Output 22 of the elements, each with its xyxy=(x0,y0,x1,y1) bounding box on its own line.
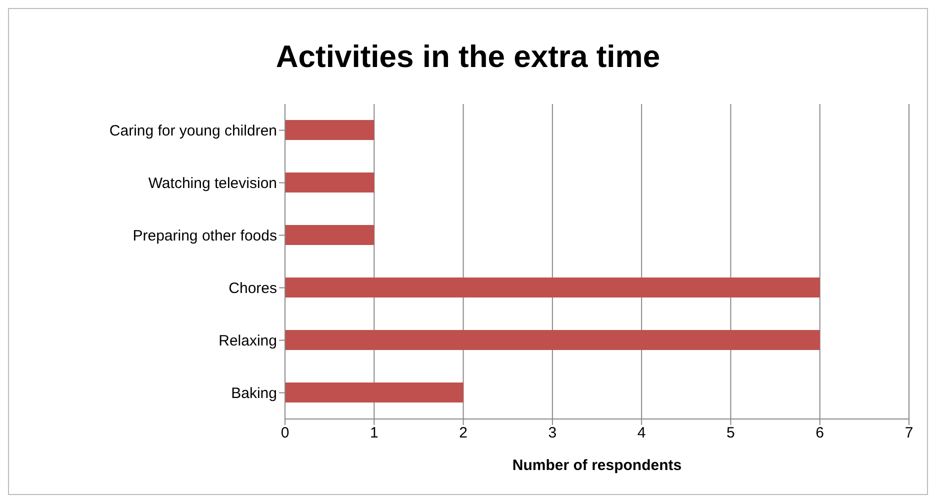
y-tick-label: Preparing other foods xyxy=(132,228,277,245)
x-tick-label: 5 xyxy=(726,424,735,442)
y-tick-label: Caring for young children xyxy=(109,122,277,140)
bar xyxy=(285,172,374,192)
x-tick-label: 1 xyxy=(370,424,378,442)
y-tick-label: Watching television xyxy=(148,175,277,192)
x-axis-title: Number of respondents xyxy=(511,457,683,474)
bar xyxy=(285,120,374,140)
y-tick-label: Chores xyxy=(228,280,277,298)
chart-title: Activities in the extra time xyxy=(274,39,662,75)
y-tick-label: Relaxing xyxy=(218,332,277,350)
x-tick-label: 3 xyxy=(548,424,557,442)
bar xyxy=(285,382,464,402)
x-tick-label: 4 xyxy=(637,424,646,442)
x-tick-label: 6 xyxy=(816,424,824,442)
y-tick-label: Baking xyxy=(231,385,277,402)
bar xyxy=(285,330,820,350)
bar xyxy=(285,225,374,245)
x-tick-label: 0 xyxy=(280,424,290,442)
bar xyxy=(285,278,820,298)
x-tick-label: 2 xyxy=(459,424,468,442)
x-tick-label: 7 xyxy=(904,424,914,442)
